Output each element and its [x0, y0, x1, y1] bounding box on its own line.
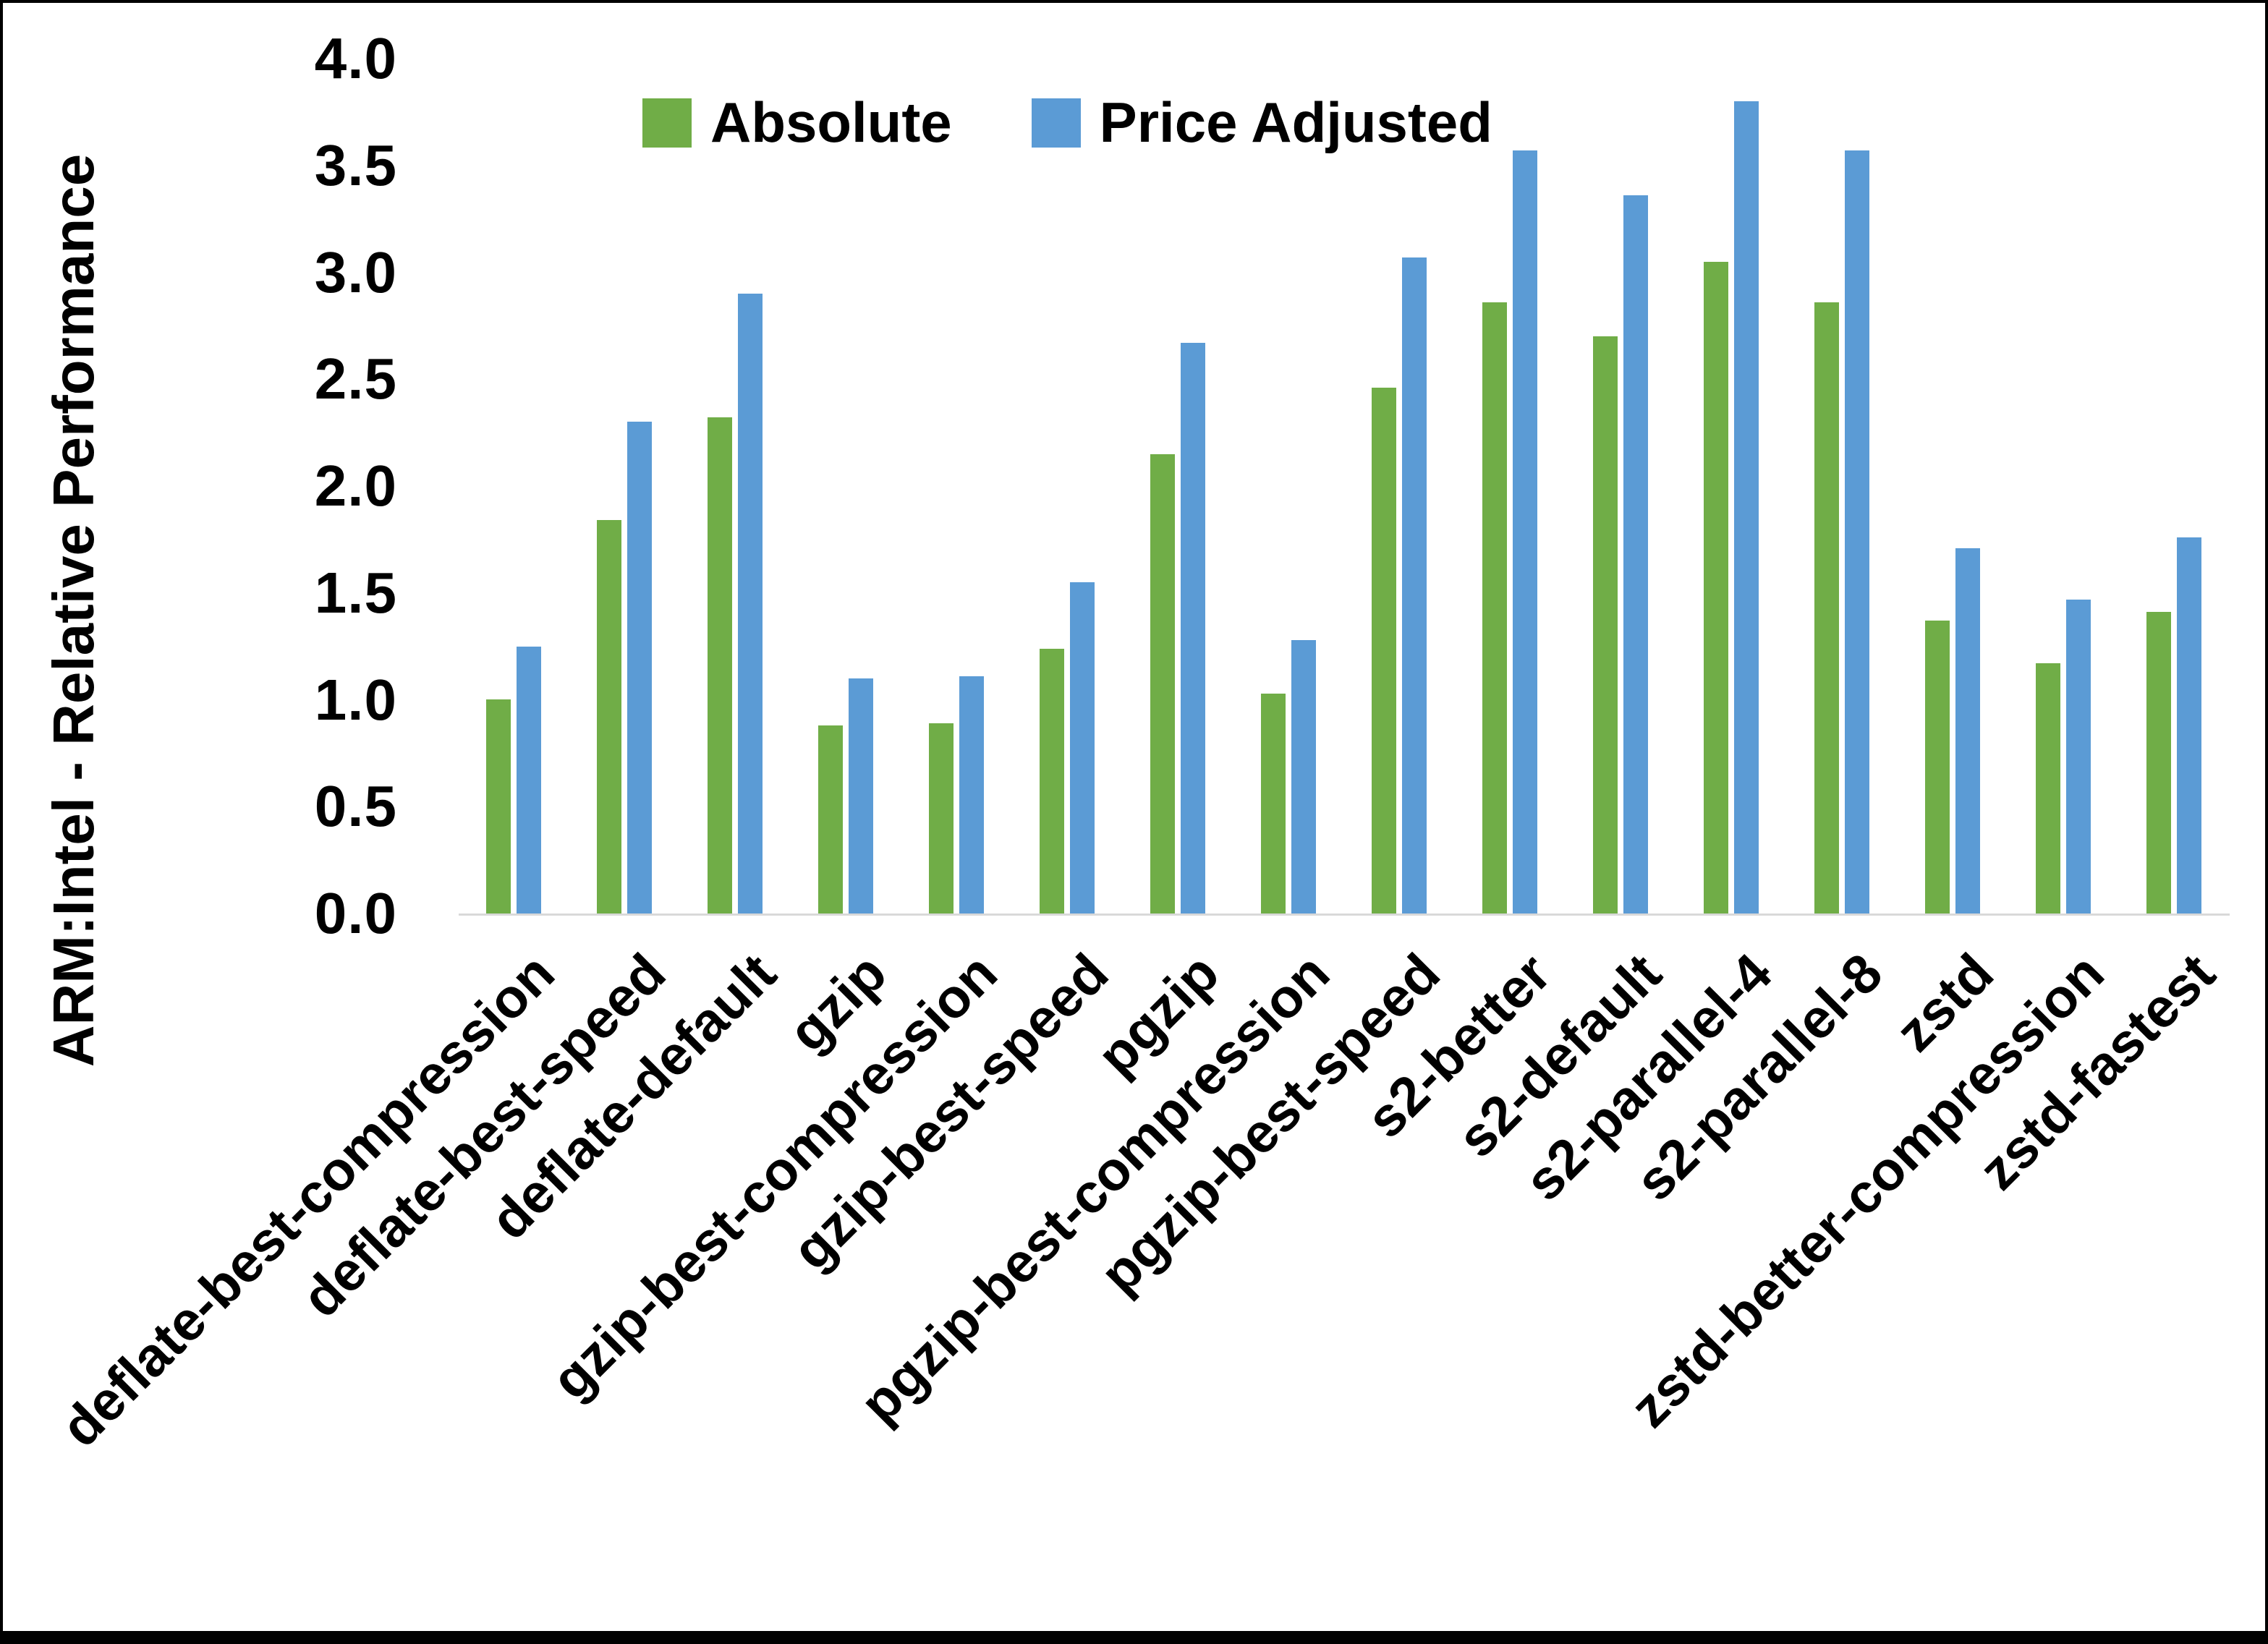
absolute-bar-pgzip-best-speed — [1372, 388, 1396, 913]
price-adjusted-bar-s2-better — [1513, 150, 1537, 913]
price-adjusted-bar-deflate-default — [738, 294, 763, 913]
absolute-bar-gzip — [818, 725, 843, 913]
y-axis-tick-label: 3.5 — [314, 132, 397, 197]
absolute-bar-zstd — [1925, 621, 1950, 913]
absolute-bar-zstd-better-compression — [2036, 663, 2060, 913]
price-adjusted-bar-pgzip-best-speed — [1402, 257, 1427, 913]
absolute-series-swatch-icon — [642, 98, 692, 148]
absolute-bar-pgzip — [1150, 454, 1175, 913]
absolute-bar-zstd-fastest — [2146, 612, 2171, 913]
absolute-bar-gzip-best-compression — [929, 723, 954, 913]
absolute-bar-s2-better — [1482, 302, 1507, 913]
y-axis-tick-label: 0.0 — [314, 881, 397, 945]
legend: Absolute Price Adjusted — [642, 90, 1492, 156]
y-axis-tick-label: 1.0 — [314, 667, 397, 732]
price-adjusted-bar-gzip-best-speed — [1070, 582, 1095, 913]
y-axis-tick-label: 3.0 — [314, 239, 397, 304]
y-axis-tick-label: 0.5 — [314, 774, 397, 839]
price-adjusted-bar-s2-parallel-8 — [1845, 150, 1869, 913]
absolute-bar-s2-parallel-4 — [1704, 262, 1728, 913]
y-axis-tick-label: 2.0 — [314, 453, 397, 518]
y-axis-title: ARM:Intel - Relative Performance — [41, 153, 106, 1068]
x-axis-line — [459, 913, 2230, 916]
price-adjusted-bar-gzip — [849, 678, 873, 913]
absolute-bar-deflate-default — [708, 417, 732, 913]
price-adjusted-bar-deflate-best-compression — [517, 647, 541, 913]
absolute-bar-s2-default — [1593, 336, 1618, 913]
price-adjusted-bar-s2-parallel-4 — [1734, 101, 1759, 913]
absolute-bar-deflate-best-compression — [486, 699, 511, 913]
absolute-bar-gzip-best-speed — [1040, 649, 1064, 913]
legend-label-absolute: Absolute — [710, 90, 952, 154]
price-adjusted-bar-pgzip-best-compression — [1291, 640, 1316, 913]
price-adjusted-bar-s2-default — [1623, 195, 1648, 913]
y-axis-tick-label: 4.0 — [314, 26, 397, 90]
price-adjusted-bar-zstd-fastest — [2177, 537, 2201, 913]
legend-item-price-adjusted: Price Adjusted — [1031, 90, 1492, 156]
y-axis-tick-label: 1.5 — [314, 560, 397, 625]
absolute-bar-s2-parallel-8 — [1814, 302, 1839, 913]
y-axis-tick-label: 2.5 — [314, 346, 397, 412]
absolute-bar-pgzip-best-compression — [1261, 694, 1286, 913]
price-adjusted-bar-zstd-better-compression — [2066, 600, 2091, 913]
legend-item-absolute: Absolute — [642, 90, 952, 156]
price-adjusted-bar-zstd — [1955, 548, 1980, 913]
price-adjusted-bar-deflate-best-speed — [627, 422, 652, 913]
price-adjusted-series-swatch-icon — [1031, 98, 1081, 148]
price-adjusted-bar-gzip-best-compression — [959, 676, 984, 913]
price-adjusted-bar-pgzip — [1181, 343, 1205, 913]
legend-label-price-adjusted: Price Adjusted — [1099, 90, 1492, 154]
absolute-bar-deflate-best-speed — [597, 520, 621, 913]
